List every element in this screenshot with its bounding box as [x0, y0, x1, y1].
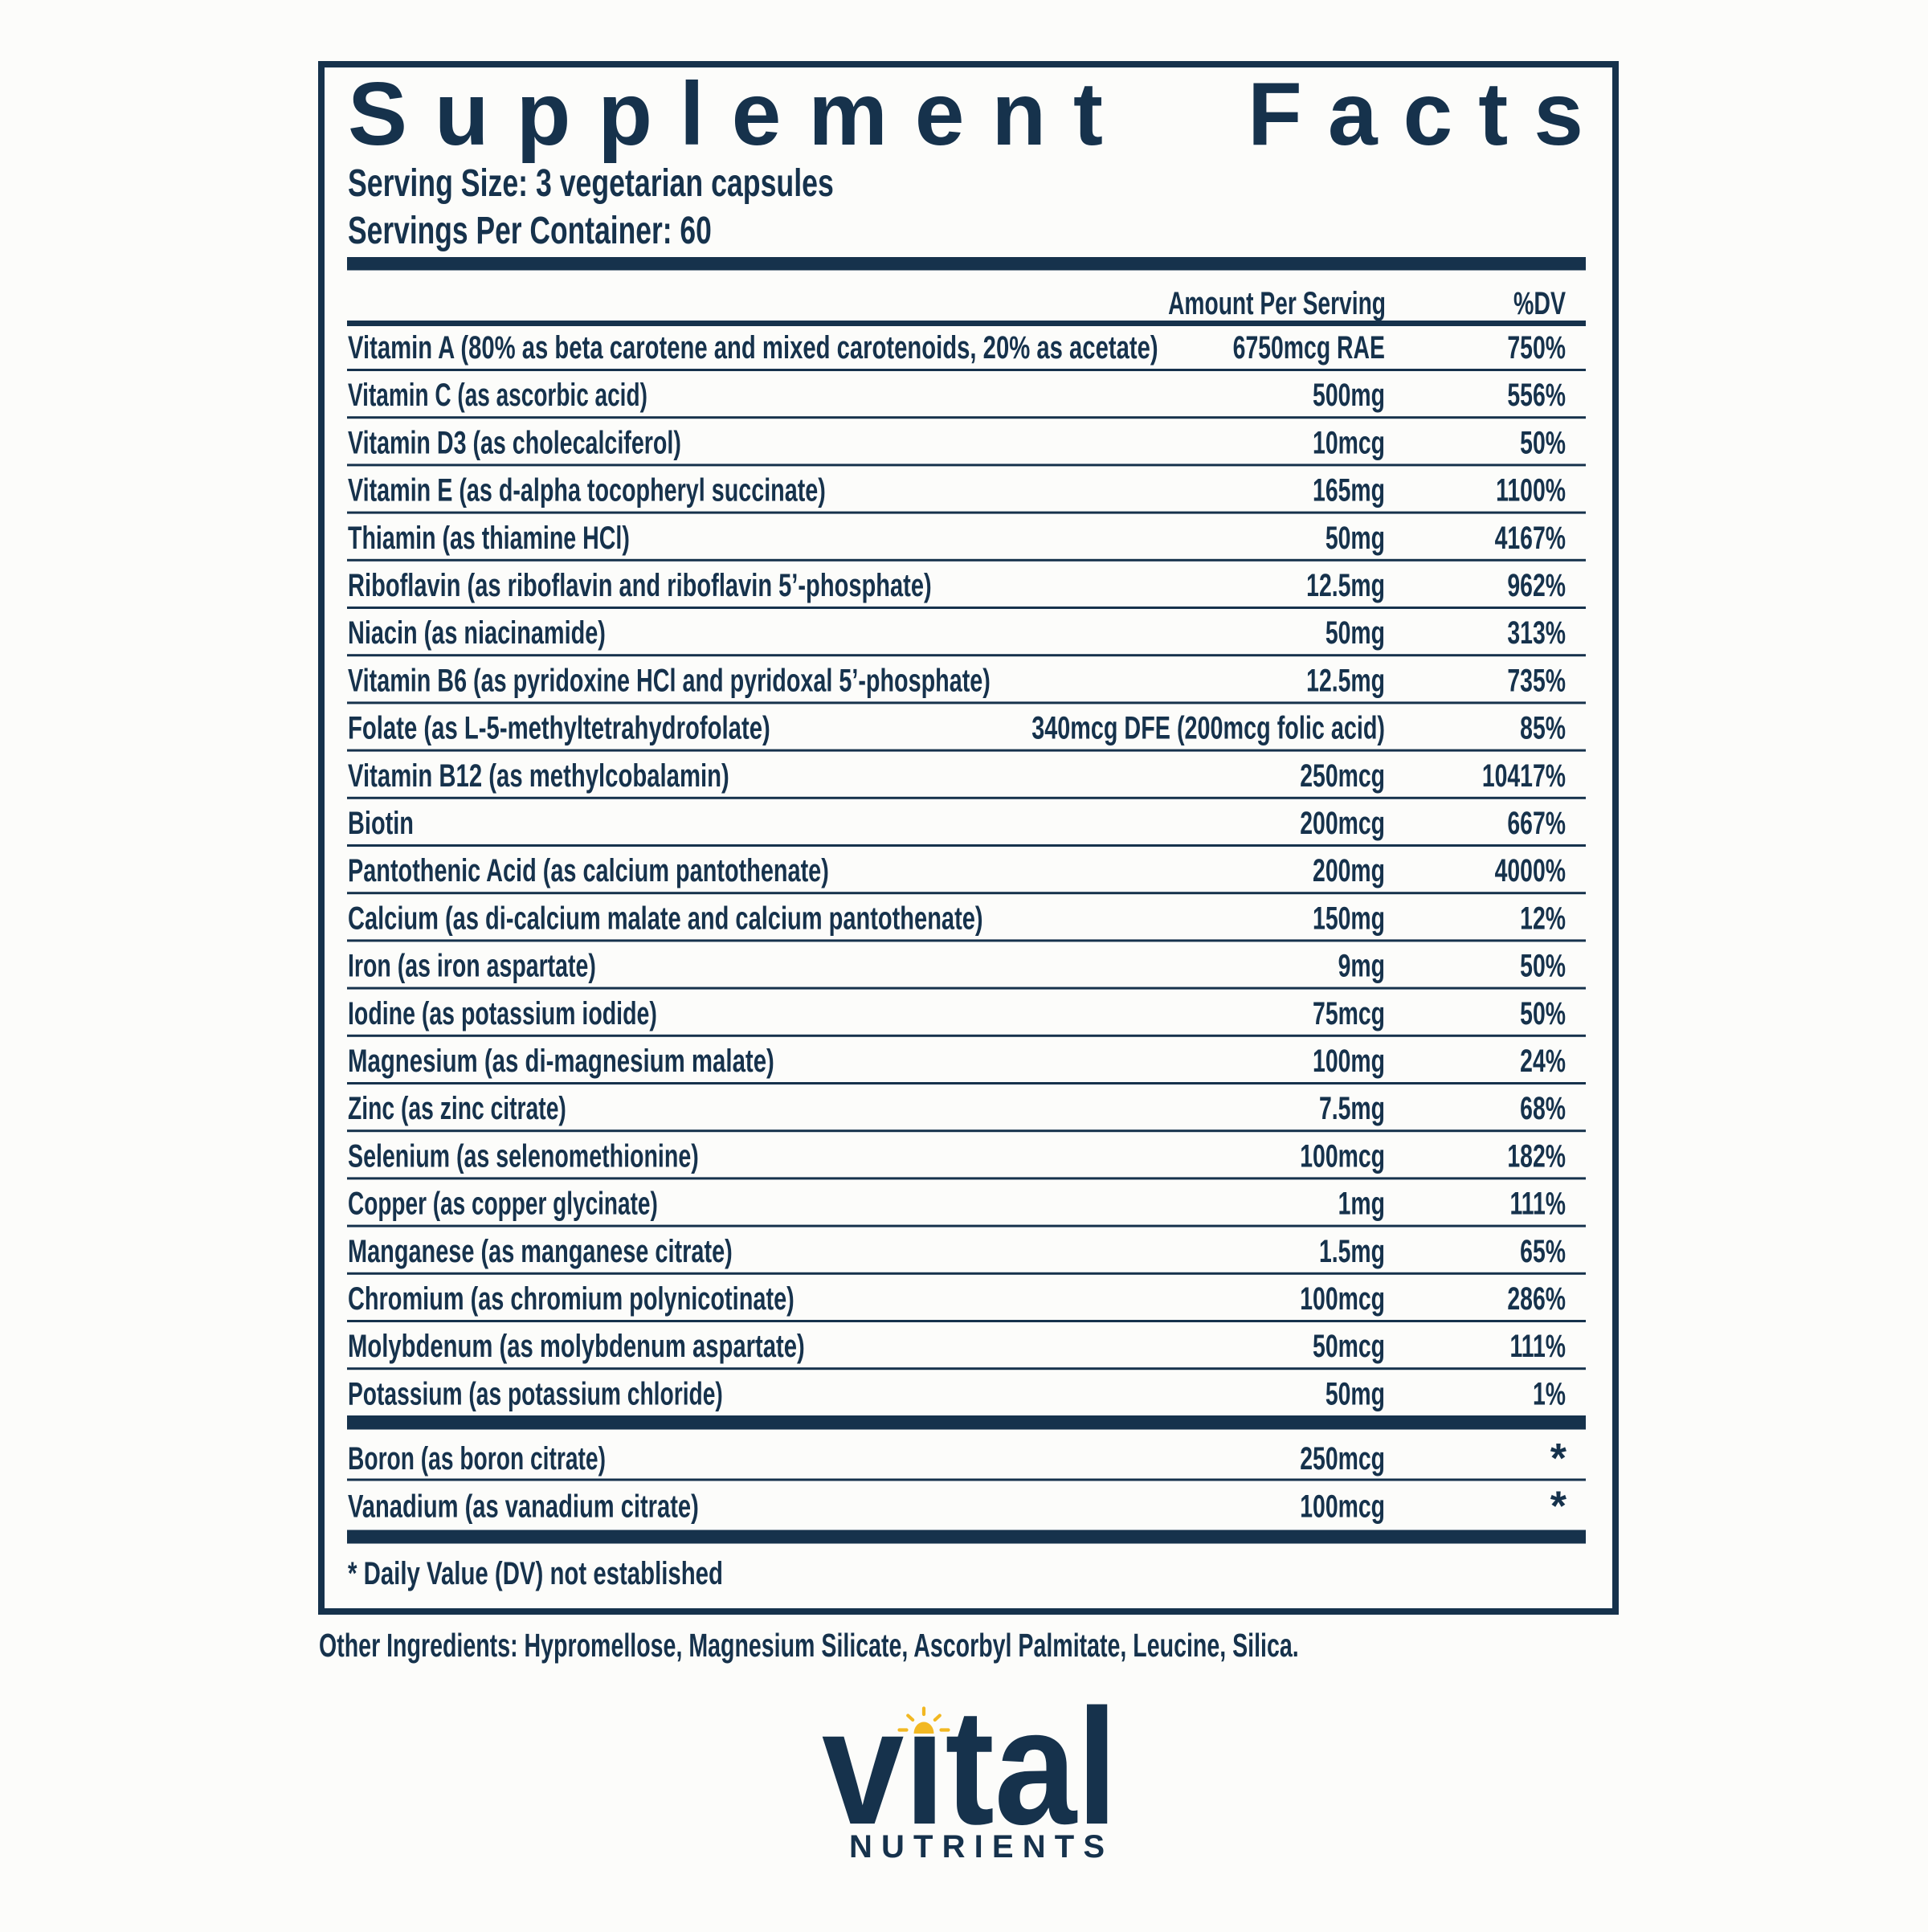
svg-text:Vitamin A (80% as beta caroten: Vitamin A (80% as beta carotene and mixe… — [348, 330, 1158, 366]
svg-text:12%: 12% — [1520, 901, 1566, 937]
svg-text:Folate (as L-5-methyltetrahydr: Folate (as L-5-methyltetrahydrofolate) — [348, 710, 770, 745]
svg-text:667%: 667% — [1507, 806, 1566, 841]
svg-text:150mg: 150mg — [1313, 901, 1385, 937]
svg-text:100mcg: 100mcg — [1300, 1139, 1385, 1174]
svg-text:Riboflavin (as riboflavin and: Riboflavin (as riboflavin and riboflavin… — [348, 568, 932, 604]
svg-text:65%: 65% — [1520, 1234, 1566, 1269]
svg-text:Copper (as copper glycinate): Copper (as copper glycinate) — [348, 1187, 658, 1222]
svg-text:10mcg: 10mcg — [1313, 426, 1385, 461]
svg-text:50mcg: 50mcg — [1313, 1330, 1385, 1365]
svg-text:Other Ingredients: Hypromellos: Other Ingredients: Hypromellose, Magnesi… — [319, 1628, 1299, 1664]
svg-text:Zinc (as zinc citrate): Zinc (as zinc citrate) — [348, 1092, 566, 1127]
svg-text:Iodine (as potassium iodide): Iodine (as potassium iodide) — [348, 996, 657, 1031]
svg-text:556%: 556% — [1507, 378, 1566, 414]
svg-text:50mg: 50mg — [1326, 521, 1385, 556]
svg-text:%DV: %DV — [1513, 286, 1566, 321]
svg-text:4167%: 4167% — [1495, 521, 1566, 556]
svg-text:1%: 1% — [1533, 1377, 1566, 1412]
svg-text:750%: 750% — [1507, 330, 1566, 366]
svg-text:Facts: Facts — [1248, 64, 1583, 164]
svg-text:Vanadium (as vanadium citrate): Vanadium (as vanadium citrate) — [348, 1489, 699, 1525]
svg-text:100mg: 100mg — [1313, 1044, 1385, 1079]
svg-text:50%: 50% — [1520, 996, 1566, 1031]
svg-text:50%: 50% — [1520, 426, 1566, 461]
svg-text:Iron (as iron aspartate): Iron (as iron aspartate) — [348, 949, 596, 984]
svg-text:111%: 111% — [1510, 1187, 1566, 1222]
svg-text:vıtal: vıtal — [822, 1676, 1117, 1859]
svg-text:Molybdenum (as molybdenum aspa: Molybdenum (as molybdenum aspartate) — [348, 1329, 805, 1365]
svg-text:9mg: 9mg — [1338, 949, 1385, 984]
svg-text:Servings Per Container: 60: Servings Per Container: 60 — [348, 209, 712, 251]
svg-text:250mcg: 250mcg — [1300, 758, 1385, 794]
svg-text:*: * — [1550, 1484, 1567, 1530]
svg-text:500mg: 500mg — [1313, 378, 1385, 414]
svg-text:200mg: 200mg — [1313, 854, 1385, 889]
svg-text:340mcg DFE (200mcg folic acid): 340mcg DFE (200mcg folic acid) — [1031, 710, 1385, 746]
svg-text:*: * — [1550, 1436, 1567, 1482]
svg-text:1100%: 1100% — [1496, 473, 1566, 509]
svg-text:Calcium (as di-calcium malate: Calcium (as di-calcium malate and calciu… — [348, 901, 983, 937]
svg-text:50mg: 50mg — [1326, 616, 1385, 651]
svg-text:Manganese (as manganese citrat: Manganese (as manganese citrate) — [348, 1233, 733, 1269]
svg-text:Niacin (as niacinamide): Niacin (as niacinamide) — [348, 615, 606, 651]
svg-text:6750mcg RAE: 6750mcg RAE — [1233, 330, 1385, 366]
svg-text:Chromium (as chromium polynico: Chromium (as chromium polynicotinate) — [348, 1281, 794, 1317]
svg-text:Vitamin D3 (as cholecalciferol: Vitamin D3 (as cholecalciferol) — [348, 426, 681, 461]
svg-text:735%: 735% — [1507, 664, 1566, 699]
svg-text:Pantothenic Acid (as calcium p: Pantothenic Acid (as calcium pantothenat… — [348, 853, 829, 889]
svg-text:50%: 50% — [1520, 949, 1566, 984]
svg-text:Vitamin C (as ascorbic acid): Vitamin C (as ascorbic acid) — [348, 378, 647, 413]
svg-text:111%: 111% — [1510, 1330, 1566, 1365]
svg-text:Vitamin B6 (as pyridoxine HCl: Vitamin B6 (as pyridoxine HCl and pyrido… — [348, 663, 991, 699]
svg-text:50mg: 50mg — [1326, 1377, 1385, 1412]
svg-text:Magnesium (as di-magnesium mal: Magnesium (as di-magnesium malate) — [348, 1044, 774, 1079]
svg-text:1.5mg: 1.5mg — [1319, 1234, 1385, 1269]
svg-text:1mg: 1mg — [1338, 1187, 1385, 1222]
svg-text:Selenium (as selenomethionine): Selenium (as selenomethionine) — [348, 1139, 699, 1174]
svg-text:Serving Size: 3 vegetarian cap: Serving Size: 3 vegetarian capsules — [348, 161, 834, 204]
svg-text:NUTRIENTS: NUTRIENTS — [849, 1829, 1105, 1865]
svg-text:Potassium (as potassium chlori: Potassium (as potassium chloride) — [348, 1377, 723, 1412]
svg-text:10417%: 10417% — [1482, 758, 1566, 794]
svg-text:962%: 962% — [1507, 568, 1566, 603]
svg-text:Boron (as boron citrate): Boron (as boron citrate) — [348, 1441, 606, 1477]
svg-text:68%: 68% — [1520, 1092, 1566, 1127]
svg-text:Vitamin B12 (as methylcobalami: Vitamin B12 (as methylcobalamin) — [348, 758, 729, 793]
svg-text:100mcg: 100mcg — [1300, 1489, 1385, 1525]
svg-text:250mcg: 250mcg — [1300, 1441, 1385, 1477]
svg-text:Amount Per Serving: Amount Per Serving — [1168, 286, 1386, 321]
svg-text:12.5mg: 12.5mg — [1306, 664, 1385, 699]
svg-text:286%: 286% — [1507, 1281, 1566, 1317]
svg-text:Biotin: Biotin — [348, 805, 414, 841]
svg-text:12.5mg: 12.5mg — [1306, 568, 1385, 603]
svg-text:182%: 182% — [1507, 1139, 1566, 1174]
svg-text:* Daily Value (DV) not establi: * Daily Value (DV) not established — [348, 1556, 723, 1591]
svg-text:24%: 24% — [1520, 1044, 1566, 1079]
svg-text:Thiamin (as thiamine HCl): Thiamin (as thiamine HCl) — [348, 521, 630, 556]
svg-text:85%: 85% — [1520, 711, 1566, 746]
svg-text:200mcg: 200mcg — [1300, 806, 1385, 841]
svg-text:75mcg: 75mcg — [1313, 996, 1385, 1031]
svg-text:4000%: 4000% — [1495, 854, 1566, 889]
svg-text:Vitamin E (as d-alpha tocopher: Vitamin E (as d-alpha tocopheryl succina… — [348, 472, 826, 509]
svg-text:165mg: 165mg — [1313, 473, 1385, 509]
svg-text:313%: 313% — [1507, 616, 1566, 651]
svg-text:100mcg: 100mcg — [1300, 1281, 1385, 1317]
svg-text:7.5mg: 7.5mg — [1319, 1092, 1385, 1127]
